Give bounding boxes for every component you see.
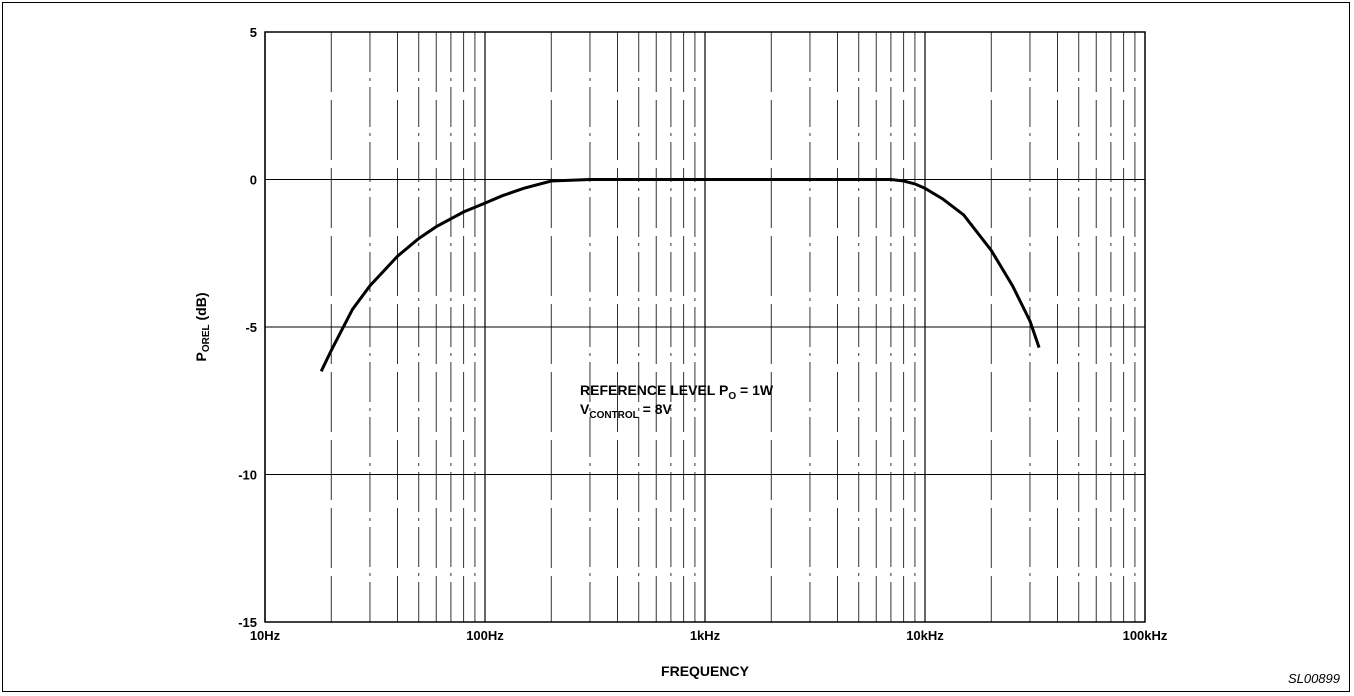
figure-id: SL00899 [1287,671,1340,686]
response-curve-series [319,178,1041,372]
x-tick-label: 100Hz [466,628,504,643]
y-tick-label: -5 [245,320,257,335]
x-tick-label: 100kHz [1123,628,1168,643]
y-tick-labels: 5 0 -5 -10 -15 [238,25,257,630]
y-tick-label: 0 [250,173,257,188]
x-tick-label: 1kHz [690,628,721,643]
grid-lines [264,31,1145,623]
y-tick-label: -10 [238,468,257,483]
y-tick-label: -15 [238,615,257,630]
x-axis-label: FREQUENCY [661,663,750,679]
annotation-reference-level: REFERENCE LEVEL PO = 1W [580,382,774,402]
x-tick-label: 10Hz [250,628,281,643]
x-tick-label: 10kHz [906,628,944,643]
y-tick-label: 5 [250,25,257,40]
plot-border [264,31,1146,623]
annotation-control-voltage: VCONTROL = 8V [580,401,673,421]
y-axis-label: POREL (dB) [193,292,212,361]
x-tick-labels: 10Hz 100Hz 1kHz 10kHz 100kHz [250,628,1168,643]
